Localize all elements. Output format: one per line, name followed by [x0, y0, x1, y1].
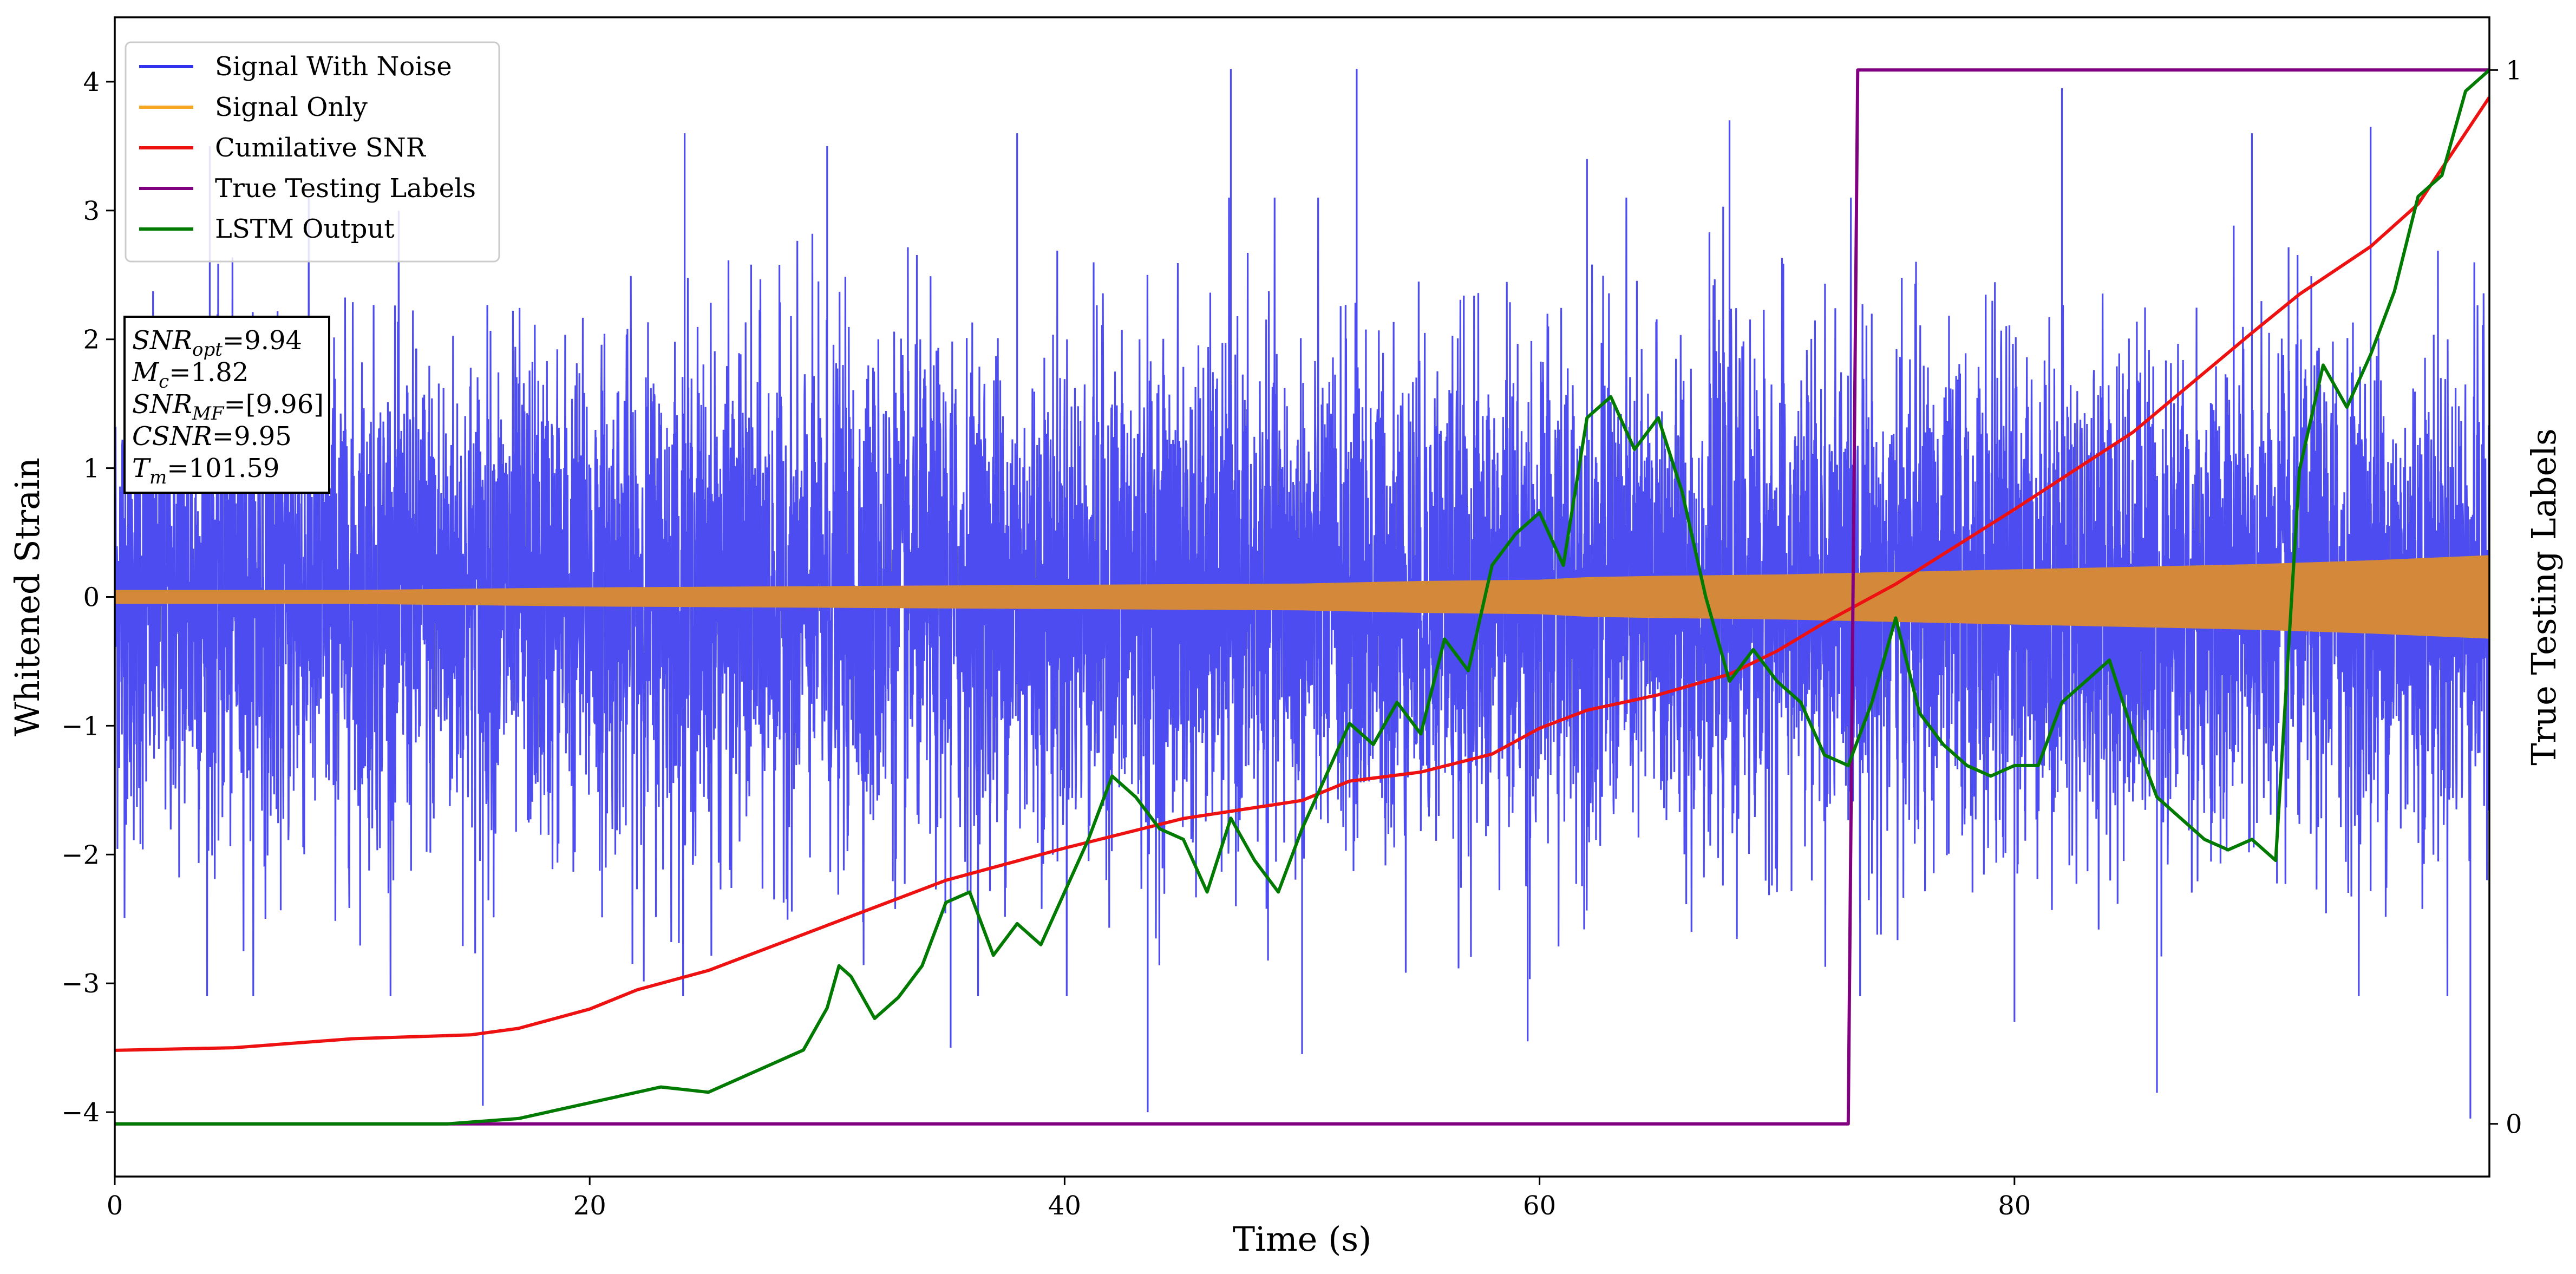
- info-row: CSNR=9.95: [132, 421, 292, 452]
- info-box: SNRopt=9.94Mc=1.82SNRMF=[9.96]CSNR=9.95T…: [123, 316, 330, 494]
- info-value: =9.94: [223, 325, 302, 356]
- y-tick-label: 2: [83, 325, 100, 355]
- y-axis-label: Whitened Strain: [8, 458, 47, 736]
- y-tick-label: −3: [61, 969, 100, 999]
- series-true-testing-labels: [115, 68, 2489, 1126]
- legend: Signal With Noise Signal Only Cumilative S…: [125, 41, 500, 263]
- x-tick-label: 0: [107, 1191, 123, 1221]
- x-axis-label: Time (s): [1233, 1219, 1372, 1259]
- info-value: =[9.96]: [224, 389, 324, 420]
- x-tick-label: 40: [1048, 1191, 1081, 1221]
- series-cumilative-snr: [115, 96, 2489, 1052]
- info-symbol: SNR: [132, 389, 192, 420]
- info-subscript: opt: [192, 339, 223, 361]
- info-row: Mc=1.82: [132, 357, 249, 393]
- info-subscript: c: [159, 371, 169, 393]
- info-subscript: m: [149, 467, 167, 488]
- y-axis-right-label: True Testing Labels: [2524, 428, 2564, 766]
- y-tick-label: −2: [61, 840, 100, 870]
- y-right-tick-label: 1: [2506, 55, 2522, 86]
- plot-area: [115, 68, 2489, 1126]
- y-tick-label: −4: [61, 1097, 100, 1128]
- y-tick-label: −1: [61, 711, 100, 741]
- info-symbol: M: [132, 357, 160, 388]
- x-tick-label: 60: [1523, 1191, 1556, 1221]
- legend-label: Cumilative SNR: [215, 133, 427, 163]
- info-value: =9.95: [212, 421, 292, 452]
- legend-label: LSTM Output: [215, 214, 395, 244]
- y-tick-label: 0: [83, 583, 100, 613]
- info-row: SNRopt=9.94: [132, 325, 302, 361]
- legend-box: [125, 41, 500, 263]
- info-symbol: T: [132, 453, 151, 484]
- info-row: Tm=101.59: [132, 453, 279, 488]
- legend-label: Signal With Noise: [215, 51, 452, 82]
- plot-clipped: [115, 68, 2489, 1126]
- legend-label: True Testing Labels: [215, 173, 476, 204]
- y-tick-label: 1: [83, 454, 100, 484]
- x-tick-label: 80: [1998, 1191, 2031, 1221]
- info-symbol: SNR: [132, 325, 192, 356]
- info-subscript: MF: [192, 403, 225, 424]
- series-signal-with-noise: [115, 69, 2489, 1119]
- info-box-frame: [123, 316, 330, 494]
- legend-label: Signal Only: [215, 92, 368, 122]
- info-symbol: CSNR: [132, 421, 212, 452]
- info-value: =1.82: [169, 357, 249, 388]
- y-right-tick-label: 0: [2506, 1109, 2522, 1140]
- series-lstm-output: [115, 69, 2489, 1126]
- y-tick-label: 3: [83, 196, 100, 226]
- y-tick-label: 4: [83, 67, 100, 97]
- x-tick-label: 20: [573, 1191, 606, 1221]
- info-row: SNRMF=[9.96]: [132, 389, 324, 424]
- info-value: =101.59: [167, 453, 279, 484]
